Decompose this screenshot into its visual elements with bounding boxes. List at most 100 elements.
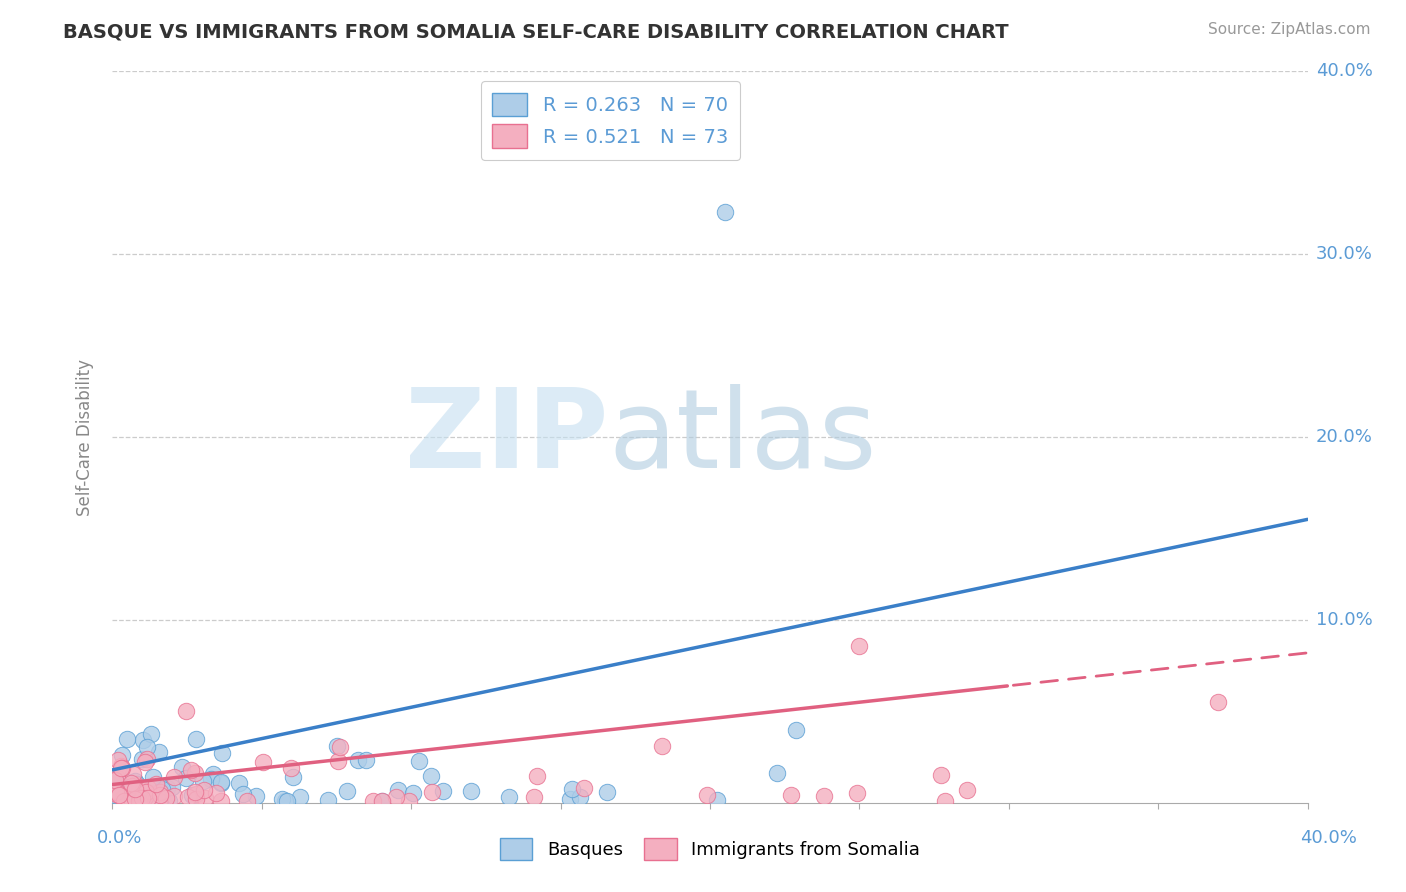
Point (170, 760, 193, 774)
Point (460, 784, 482, 798)
Point (194, 791, 217, 805)
Point (402, 786, 425, 800)
Text: ZIP: ZIP (405, 384, 609, 491)
Point (174, 705, 197, 719)
Point (785, 723, 807, 737)
Point (174, 772, 197, 786)
Point (420, 785, 443, 799)
Point (155, 791, 177, 805)
Point (274, 794, 297, 808)
Point (252, 755, 274, 769)
Point (384, 789, 406, 804)
Point (1206, 695, 1229, 709)
Point (209, 774, 232, 789)
Point (420, 769, 443, 783)
Point (387, 782, 409, 797)
Point (181, 788, 204, 802)
Point (163, 770, 186, 784)
Point (929, 768, 952, 782)
Point (111, 747, 134, 762)
Point (110, 759, 132, 773)
Point (236, 794, 259, 808)
Point (159, 794, 181, 808)
Point (288, 790, 311, 805)
Point (112, 794, 135, 808)
Point (104, 773, 127, 788)
Point (146, 789, 169, 803)
Point (209, 775, 232, 789)
Point (104, 784, 127, 798)
Point (780, 788, 803, 802)
Point (523, 789, 546, 804)
Point (572, 780, 595, 795)
Point (200, 772, 222, 786)
Point (163, 789, 186, 803)
Point (766, 766, 789, 780)
Point (558, 792, 581, 806)
Point (398, 794, 420, 808)
Text: 10.0%: 10.0% (1316, 611, 1372, 629)
Point (112, 794, 135, 808)
Point (184, 732, 207, 747)
Point (336, 784, 359, 798)
Point (104, 783, 127, 797)
Point (142, 794, 165, 808)
Point (142, 770, 165, 784)
Point (596, 784, 619, 798)
Point (148, 794, 170, 808)
Point (136, 752, 159, 766)
Point (696, 788, 718, 802)
Text: 0.0%: 0.0% (97, 829, 142, 847)
Point (148, 745, 170, 759)
Point (526, 769, 548, 783)
Point (104, 773, 127, 788)
Point (149, 794, 172, 808)
Point (149, 788, 172, 802)
Point (112, 789, 135, 804)
Point (183, 785, 205, 799)
Point (280, 761, 302, 775)
Point (136, 791, 159, 805)
Point (845, 786, 868, 800)
Point (211, 747, 233, 761)
Point (128, 794, 150, 808)
Point (156, 780, 179, 795)
Point (150, 782, 173, 797)
Point (191, 773, 214, 788)
Point (118, 794, 141, 808)
Point (125, 778, 148, 792)
Point (432, 783, 454, 797)
Point (108, 788, 131, 802)
Point (651, 739, 673, 753)
Point (122, 794, 145, 808)
Point (114, 794, 136, 808)
Point (127, 794, 149, 808)
Point (112, 781, 135, 796)
Point (134, 790, 156, 805)
Point (136, 740, 159, 755)
Point (848, 639, 870, 653)
Point (128, 791, 150, 805)
Point (184, 792, 207, 806)
Point (121, 794, 143, 808)
Text: 30.0%: 30.0% (1316, 245, 1372, 263)
Point (124, 773, 146, 788)
Point (129, 790, 152, 805)
Point (202, 767, 225, 781)
Point (114, 775, 136, 789)
Point (714, 205, 737, 219)
Point (120, 776, 142, 790)
Text: 20.0%: 20.0% (1316, 428, 1372, 446)
Point (180, 763, 202, 777)
Point (104, 773, 127, 788)
Point (325, 739, 347, 753)
Point (127, 777, 149, 791)
Point (209, 793, 232, 807)
Point (134, 755, 156, 769)
Point (141, 788, 163, 802)
Text: Source: ZipAtlas.com: Source: ZipAtlas.com (1208, 22, 1371, 37)
Text: 40.0%: 40.0% (1301, 829, 1357, 847)
Point (228, 776, 250, 790)
Point (371, 794, 394, 808)
Point (105, 771, 128, 785)
